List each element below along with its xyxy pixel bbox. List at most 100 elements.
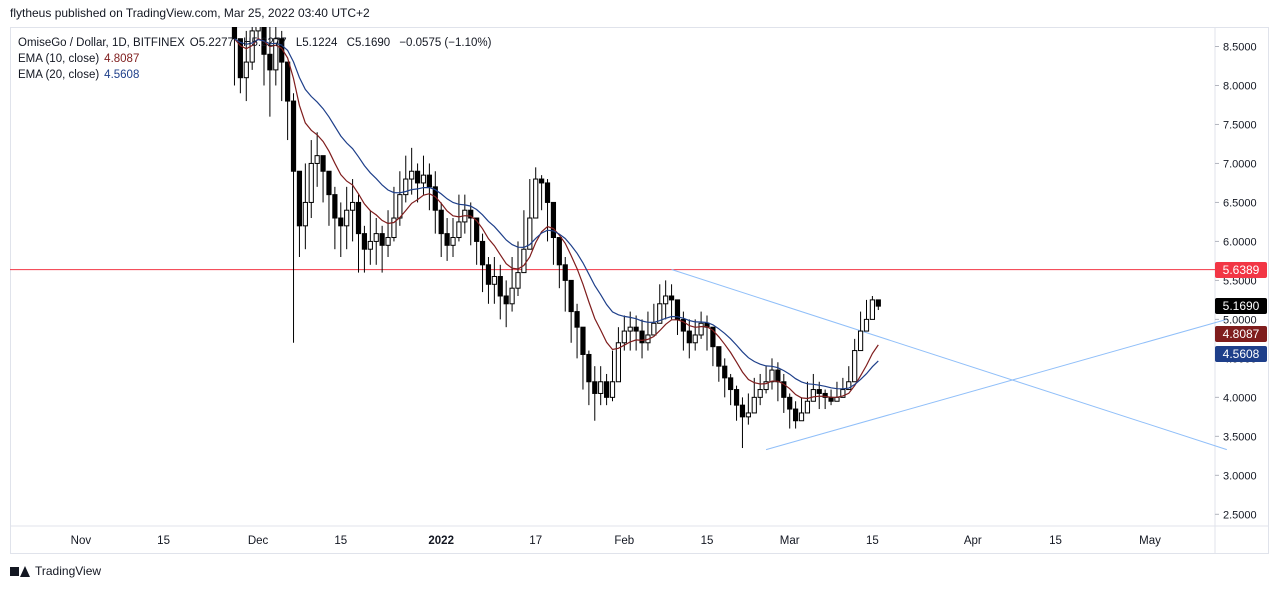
time-tick-label: Dec [248,535,269,547]
brand-name: TradingView [35,564,102,578]
candle [385,210,391,258]
candle [302,163,308,250]
candle-body [639,330,645,344]
time-tick-label: 15 [866,535,879,547]
candle [869,295,876,320]
candle-body [544,182,551,203]
candle [568,279,574,343]
chart-legend: OmiseGo / Dollar, 1D, BITFINEX O5.2277 H… [18,35,491,83]
candle-body [663,295,669,305]
candle-body [367,240,373,250]
candle [710,326,716,367]
ema10-price-tag: 4.8087 [1215,326,1267,343]
candle [668,284,675,320]
time-tick-label: May [1139,535,1161,547]
candle [728,373,734,406]
candle-body [745,412,751,418]
candle-body [686,330,692,344]
candle [361,225,368,273]
ema20-price-tag: 4.5608 [1215,345,1267,362]
candle-body [509,287,515,305]
candle-body [391,217,397,239]
candle [503,280,509,328]
candle [432,171,438,234]
candle-body [869,299,876,320]
candle [509,257,515,312]
candle [633,315,639,351]
time-tick-label: 15 [1049,535,1062,547]
candle-body [373,233,379,242]
candle-body [474,217,480,242]
candle-body [810,389,816,402]
candle-body [804,400,811,414]
candle [290,93,297,343]
candle-body [539,178,545,184]
ema20-label[interactable]: EMA (20, close) [18,69,100,81]
candle-body [840,389,846,398]
candle [409,147,415,195]
price-tick-label: 6.5000 [1223,197,1257,209]
trendline[interactable] [765,318,1227,451]
candle [863,299,870,332]
candle [562,257,568,312]
candle-body [420,174,427,184]
ema20-line [234,38,879,390]
candle [320,155,326,203]
candle [840,377,846,398]
high-value: 5.2277 [251,37,287,49]
price-tick-label: 4.0000 [1223,392,1257,404]
price-tick-label: 3.0000 [1223,470,1257,482]
time-tick-label: 2022 [428,535,454,547]
price-tick-label: 5.5000 [1223,275,1257,287]
candle-body [273,38,279,71]
candle-body [444,233,450,246]
candle [273,27,279,86]
candle [391,186,397,242]
candle [485,257,492,304]
trendlines[interactable] [671,269,1227,451]
candle [349,179,356,242]
symbol-name[interactable]: OmiseGo / Dollar, 1D, BITFINEX [18,35,185,51]
candle-body [739,404,746,418]
price-chart[interactable]: 8.5000 8.0000 7.5000 7.0000 6.5000 6.0000 5.50… [10,27,1269,554]
tradingview-logo-icon [10,565,30,577]
time-tick-label: 17 [529,535,542,547]
candle-body [609,381,616,398]
candle [556,237,562,289]
price-tick-label: 3.5000 [1223,431,1257,443]
ema20-row[interactable]: EMA (20, close) 4.5608 [18,67,491,83]
candle [344,186,350,250]
candle [237,38,243,94]
ema10-label[interactable]: EMA (10, close) [18,53,100,65]
price-tick-label: 5.0000 [1223,314,1257,326]
candle-body [314,155,320,164]
ohlc-values: O5.2277 H5.2277 L5.1224 C5.1690 −0.0575 … [190,35,492,51]
candle-body [580,326,586,355]
trendline[interactable] [671,269,1227,451]
candle [456,194,462,242]
price-tick-label: 7.5000 [1223,119,1257,131]
ema10-row[interactable]: EMA (10, close) 4.8087 [18,51,491,67]
open-label: O [189,37,199,49]
candle-body [757,389,763,398]
candle-body [769,369,775,383]
candle [285,61,291,141]
candle-body [385,237,391,246]
candle [739,397,746,449]
candle-body [468,209,474,219]
candle-body [763,381,769,391]
price-axis[interactable]: 8.5000 8.0000 7.5000 7.0000 6.5000 6.0000 5.50… [1215,41,1257,521]
candle-body [574,311,580,328]
time-tick-label: Apr [964,535,982,547]
time-axis[interactable]: Nov 15 Dec 15 2022 17 Feb 15 Mar 15 Apr 15 May [71,535,1161,547]
candle [857,311,864,352]
symbol-row[interactable]: OmiseGo / Dollar, 1D, BITFINEX O5.2277 H… [18,35,491,51]
candle [574,303,580,359]
footer-brand[interactable]: TradingView [10,564,101,578]
candle [267,27,273,117]
price-tick-label: 7.0000 [1223,158,1257,170]
candle [627,311,633,351]
candle-body [414,170,421,184]
candle [580,326,586,390]
candle [645,311,651,351]
